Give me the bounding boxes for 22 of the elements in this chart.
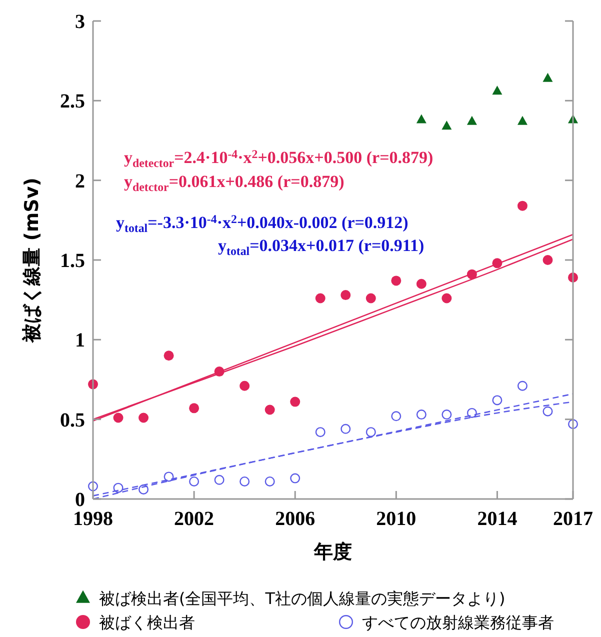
annotation: y$_{total}$=0.034x+0.017 (r=0.911) <box>218 236 424 258</box>
y-tick-label: 1 <box>75 330 85 352</box>
annotation: y$_{detector}$=2.4·10$^{-4}$·x$^{2}$+0.056x+0.500 (r=0.879) <box>124 146 434 170</box>
x-axis-title: 年度 <box>313 541 352 563</box>
y-tick-label: 3 <box>75 11 85 33</box>
x-tick-label: 2002 <box>174 508 214 530</box>
x-tick-label: 2006 <box>275 508 316 530</box>
legend-label: すべての放射線業務従事者 <box>362 613 554 632</box>
x-tick-label: 1998 <box>73 508 113 530</box>
y-tick-label: 1.5 <box>60 250 85 272</box>
annotation: y$_{detctor}$=0.061x+0.486 (r=0.879) <box>124 172 344 194</box>
x-tick-label: 2014 <box>477 508 518 530</box>
x-tick-label: 2010 <box>376 508 416 530</box>
legend-label: 被ばく検出者 <box>99 613 195 632</box>
y-tick-label: 2.5 <box>60 90 85 113</box>
y-axis-title: 被ばく線量 (mSv) <box>21 178 43 344</box>
y-tick-label: 2 <box>75 170 85 192</box>
y-tick-label: 0.5 <box>60 409 85 432</box>
y-tick-label: 0 <box>75 489 85 511</box>
legend-label: 被ば検出者(全国平均、T社の個人線量の実態データより) <box>99 589 506 608</box>
x-tick-label: 2017 <box>553 508 593 530</box>
annotation: y$_{total}$=-3.3·10$^{-4}$·x$^{2}$+0.040x-0.002 (r=0.912) <box>116 212 408 235</box>
